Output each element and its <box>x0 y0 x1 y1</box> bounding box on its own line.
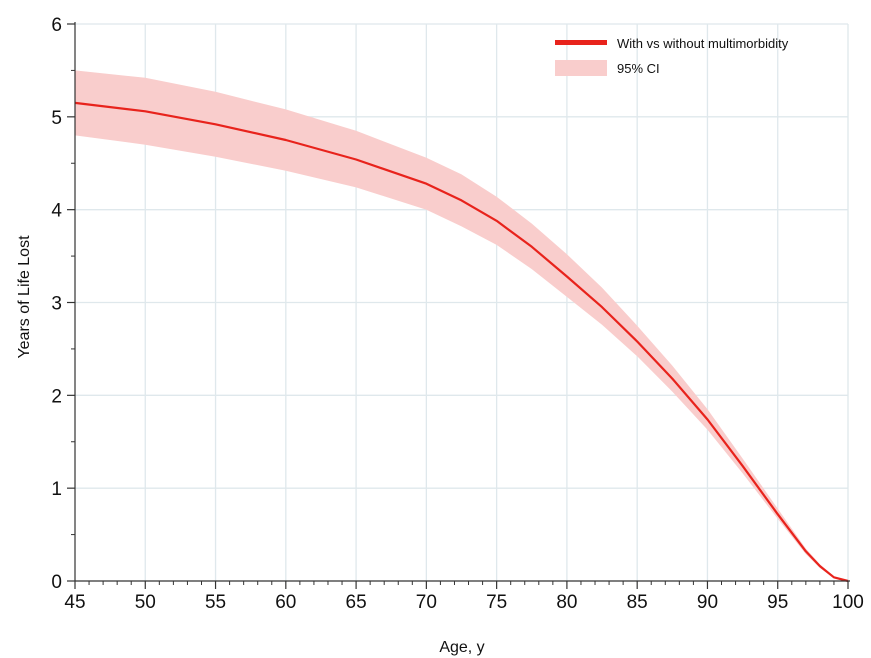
x-tick-label: 90 <box>697 592 718 613</box>
series-line-layer <box>74 101 849 583</box>
x-tick-label: 75 <box>486 592 507 613</box>
x-tick-label: 45 <box>64 592 85 613</box>
series-line <box>74 101 849 583</box>
x-tick-label: 80 <box>556 592 577 613</box>
y-tick-label: 5 <box>51 108 62 129</box>
x-tick-label: 85 <box>627 592 648 613</box>
ci-band-layer <box>75 70 848 582</box>
grid <box>75 23 849 581</box>
y-tick-label: 3 <box>51 294 62 315</box>
x-tick-label: 60 <box>275 592 296 613</box>
y-tick-label: 1 <box>51 479 62 500</box>
legend: With vs without multimorbidity 95% CI <box>555 36 789 76</box>
y-tick-label: 2 <box>51 386 62 407</box>
x-tick-label: 95 <box>767 592 788 613</box>
x-tick-label: 70 <box>416 592 437 613</box>
ci-band <box>75 70 848 582</box>
x-tick-label: 100 <box>832 592 864 613</box>
x-tick-label: 50 <box>135 592 156 613</box>
axes <box>67 22 850 589</box>
x-axis-title: Age, y <box>439 639 484 656</box>
legend-band-swatch <box>555 60 607 76</box>
y-tick-label: 4 <box>51 201 62 222</box>
y-tick-label: 0 <box>51 572 62 593</box>
legend-line-swatch <box>555 40 607 45</box>
x-tick-label: 65 <box>346 592 367 613</box>
legend-label-ci: 95% CI <box>617 61 660 76</box>
x-tick-label: 55 <box>205 592 226 613</box>
y-axis-title: Years of Life Lost <box>16 235 33 359</box>
legend-label-series: With vs without multimorbidity <box>617 36 789 51</box>
y-tick-label: 6 <box>51 15 62 36</box>
